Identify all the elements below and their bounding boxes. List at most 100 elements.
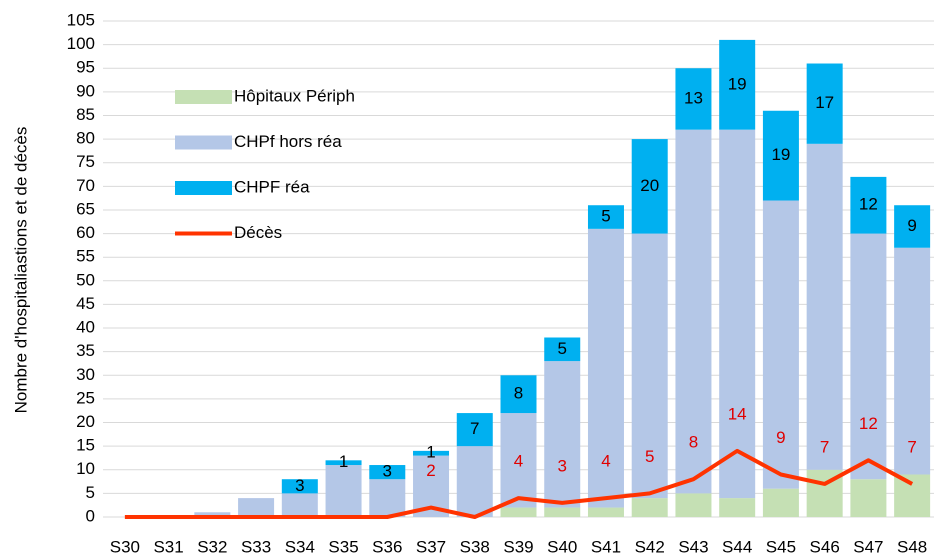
bar-segment [544,361,581,508]
x-tick-label: S34 [285,537,315,556]
line [124,448,914,519]
x-tick-label: S44 [722,537,752,556]
y-tick-label: 70 [76,176,95,195]
bar-segment [281,493,318,517]
bar-segment [894,474,931,517]
legend-swatch [175,90,232,104]
bar-segment [719,498,756,517]
bar-segment [894,247,931,475]
data-label: 2 [426,461,435,480]
bar-segment [194,512,231,517]
x-tick-label: S33 [241,537,271,556]
data-label: 13 [684,88,703,107]
data-label: 19 [771,145,790,164]
bar-segment [325,460,362,466]
bar-segment [587,507,624,517]
y-tick-label: 95 [76,58,95,77]
bar-segment [762,488,799,517]
y-tick-label: 0 [86,506,95,525]
y-tick-label: 85 [76,105,95,124]
bar-segment [719,129,756,499]
data-label: 14 [728,404,747,423]
data-label: 4 [514,452,523,471]
y-tick-label: 75 [76,152,95,171]
x-tick-label: S31 [153,537,183,556]
data-label: 7 [820,437,829,456]
data-label: 12 [859,414,878,433]
data-label: 3 [383,462,392,481]
data-label: 4 [601,452,610,471]
data-label: 9 [776,428,785,447]
y-tick-label: 100 [67,34,95,53]
data-label: 20 [640,176,659,195]
data-label: 5 [558,339,567,358]
y-tick-label: 65 [76,199,95,218]
x-tick-label: S38 [460,537,490,556]
bar-segment [456,413,493,447]
y-tick-label: 80 [76,129,95,148]
bar-segment [762,200,799,489]
bar-segment [894,205,931,248]
legend-swatch [175,181,232,195]
bar-segment [544,507,581,517]
x-tick-label: S39 [503,537,533,556]
x-tick-label: S32 [197,537,227,556]
y-axis-label: Nombre d'hospitaliastions et de décès [11,127,30,414]
data-label: 8 [689,433,698,452]
x-tick-label: S40 [547,537,577,556]
x-tick-label: S41 [591,537,621,556]
bar-segment [544,337,581,362]
bar-segment [631,233,668,499]
bar-segment [456,446,493,517]
bar-segment [325,465,362,517]
data-label: 7 [470,419,479,438]
bar-segment [500,507,537,517]
legend-swatch [175,135,232,150]
y-tick-label: 25 [76,388,95,407]
legend-label: Décès [234,223,282,242]
data-label: 7 [907,437,916,456]
bar-segment [675,129,712,494]
bar-segment [587,205,624,229]
y-tick-label: 40 [76,318,95,337]
legend-label: CHPF réa [234,177,310,196]
x-tick-label: S45 [766,537,796,556]
bar-segment [631,498,668,517]
x-tick-label: S30 [110,537,140,556]
data-label: 3 [295,476,304,495]
x-tick-label: S43 [678,537,708,556]
bar-segment [631,139,668,234]
bar-segment [369,479,406,517]
y-tick-label: 45 [76,294,95,313]
y-tick-label: 60 [76,223,95,242]
data-label: 12 [859,195,878,214]
x-tick-label: S47 [853,537,883,556]
y-tick-label: 5 [86,483,95,502]
bar-segment [850,479,887,517]
bar-segment [675,493,712,517]
bar-segment [238,498,275,517]
y-tick-label: 10 [76,459,95,478]
bar-segment [850,233,887,480]
y-tick-label: 30 [76,365,95,384]
x-tick-label: S37 [416,537,446,556]
x-tick-label: S35 [328,537,358,556]
bar-segment [587,228,624,508]
y-tick-label: 90 [76,81,95,100]
x-tick-label: S46 [810,537,840,556]
y-tick-label: 20 [76,412,95,431]
bar-segment [369,465,406,480]
bar-segment [500,413,537,508]
data-label: 3 [558,456,567,475]
bar-segment [281,479,318,494]
legend-label: Hôpitaux Périph [234,86,355,105]
y-tick-label: 50 [76,270,95,289]
bar-segment [806,63,843,144]
bar-segment [675,68,712,130]
bar-segment [413,450,450,456]
data-label: 9 [907,216,916,235]
bar-segment [762,110,799,201]
data-label: 1 [426,443,435,462]
y-tick-label: 35 [76,341,95,360]
